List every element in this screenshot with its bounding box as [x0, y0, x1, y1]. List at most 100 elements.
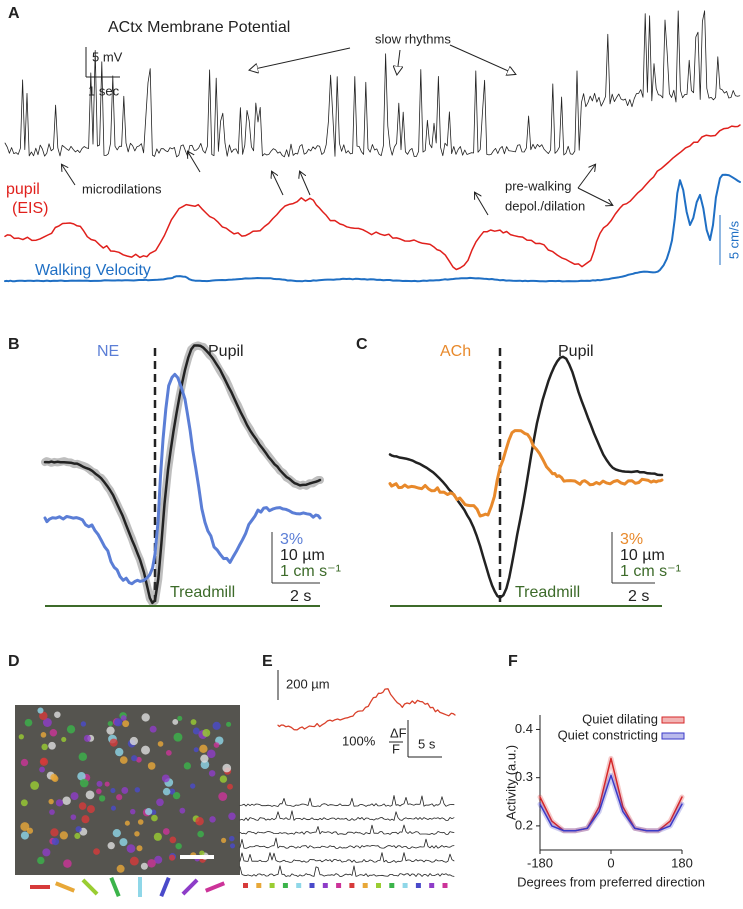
scale-label: 3%	[280, 531, 303, 548]
cell	[165, 750, 172, 756]
scale-label: ΔF	[390, 725, 407, 740]
scale-bar	[85, 47, 120, 78]
cell	[124, 820, 130, 826]
cell	[70, 792, 79, 801]
panel-label: B	[8, 336, 20, 353]
cell	[136, 845, 143, 852]
cell	[48, 741, 56, 750]
annotation: microdilations	[82, 181, 162, 196]
legend-text: Pupil	[558, 343, 594, 360]
color-square	[243, 883, 248, 888]
cell	[175, 842, 182, 850]
cell	[116, 794, 123, 801]
color-key	[243, 883, 448, 888]
cell	[154, 855, 163, 864]
cell	[169, 836, 177, 844]
cell	[162, 828, 170, 835]
cell	[20, 822, 30, 832]
legend-text: ACh	[440, 343, 471, 360]
cell	[59, 831, 68, 840]
cell	[156, 798, 164, 807]
panel-label: A	[8, 5, 20, 22]
pupil-trace	[43, 344, 322, 605]
cell	[55, 799, 64, 807]
direction-bar	[181, 878, 199, 896]
cell	[26, 827, 34, 834]
calcium-trace	[239, 852, 455, 863]
series-band	[537, 755, 685, 834]
cell	[140, 862, 148, 870]
cell	[162, 787, 171, 796]
cell	[96, 788, 102, 795]
cell	[49, 809, 55, 815]
cell	[169, 788, 176, 795]
cell	[121, 786, 129, 794]
cell	[110, 805, 117, 811]
cell	[61, 736, 67, 743]
scale-label: 100%	[342, 733, 376, 748]
cell	[202, 728, 211, 737]
title: ACtx Membrane Potential	[108, 19, 290, 36]
cell	[153, 832, 162, 841]
cell	[161, 774, 170, 783]
cell	[195, 817, 204, 826]
legend-text: Quiet constricting	[558, 727, 658, 742]
direction-bar	[54, 881, 76, 893]
direction-bar	[81, 878, 99, 896]
cell	[190, 783, 196, 789]
cell	[79, 778, 89, 788]
cell	[77, 772, 86, 781]
calcium-trace	[239, 865, 455, 877]
cell	[157, 741, 164, 747]
scale-label: 5 s	[418, 736, 436, 751]
cell	[227, 783, 233, 790]
cell	[86, 805, 95, 814]
cell	[149, 725, 157, 733]
pupil-trace	[277, 688, 456, 731]
color-square	[256, 883, 262, 888]
legend-text: NE	[97, 343, 119, 360]
cell	[129, 856, 139, 866]
color-square	[415, 883, 421, 888]
cell	[119, 756, 128, 764]
cell	[20, 758, 29, 767]
cell	[192, 727, 200, 735]
scale-bar	[611, 532, 655, 584]
ne-trace	[43, 372, 322, 586]
cell	[30, 781, 40, 790]
cell	[120, 715, 127, 721]
cell	[199, 744, 208, 754]
cell	[49, 728, 58, 737]
cell	[104, 781, 110, 787]
cell	[74, 832, 81, 840]
cell	[222, 763, 232, 773]
cell	[75, 826, 82, 833]
membrane-trace	[4, 10, 741, 158]
cell	[83, 734, 91, 742]
cell	[177, 715, 183, 721]
scale-label: 2 s	[290, 588, 311, 605]
cell	[112, 828, 121, 838]
cell	[219, 775, 228, 783]
cell	[81, 815, 90, 824]
cell	[168, 854, 176, 861]
panel-label: E	[262, 653, 273, 670]
cell	[24, 718, 33, 727]
cell	[218, 792, 228, 801]
cell	[129, 736, 138, 746]
cell	[207, 749, 216, 759]
cell	[115, 747, 124, 757]
color-square	[376, 883, 381, 888]
scale-label: 1 cm s⁻¹	[280, 563, 341, 580]
cell	[134, 787, 141, 793]
cell	[130, 808, 136, 815]
cell	[200, 760, 210, 769]
cell	[179, 807, 186, 814]
x-tick-label: 180	[671, 855, 693, 870]
cell	[78, 752, 88, 762]
cell	[183, 762, 191, 770]
cell	[131, 755, 138, 762]
color-square	[442, 883, 448, 888]
cell	[39, 757, 49, 766]
x-axis-label: Degrees from preferred direction	[517, 874, 705, 889]
